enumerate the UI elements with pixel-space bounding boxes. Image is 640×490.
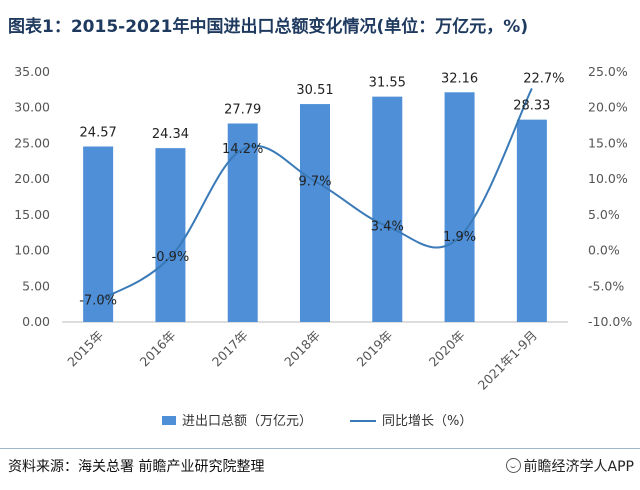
y-right-tick-label: -10.0%	[588, 314, 632, 329]
x-tick-label: 2016年	[137, 328, 179, 370]
x-tick-label: 2017年	[209, 328, 251, 370]
y-left-tick-label: 25.00	[14, 135, 50, 150]
legend: 进出口总额（万亿元） 同比增长（%）	[162, 414, 472, 429]
x-tick-label: 2021年1-9月	[475, 328, 540, 393]
bar-value-label: 27.79	[224, 103, 261, 118]
y-right-tick-label: 5.0%	[588, 207, 620, 222]
bar	[444, 92, 475, 323]
bar-value-label: 24.57	[80, 126, 117, 141]
source-note: 资料来源：海关总署 前瞻产业研究院整理	[8, 459, 265, 475]
legend-label-line: 同比增长（%）	[382, 414, 472, 429]
line-value-label: 22.7%	[523, 71, 564, 86]
y-right-tick-label: 0.0%	[588, 243, 620, 258]
line-value-label: 1.9%	[443, 230, 476, 245]
y-left-tick-label: 30.00	[14, 100, 50, 115]
bar	[300, 104, 330, 322]
data-labels: 24.57 24.34 27.79 30.51 31.55 32.16 28.33 -7.0%…	[79, 71, 564, 308]
line-series	[97, 87, 533, 302]
bar	[516, 119, 547, 323]
legend-label-bar: 进出口总额（万亿元）	[182, 414, 312, 429]
y-left-tick-label: 10.00	[14, 243, 50, 258]
y-left-tick-label: 20.00	[14, 171, 50, 186]
bar-series	[83, 92, 547, 323]
y-left-tick-label: 5.00	[22, 278, 50, 293]
y-right-tick-label: -5.0%	[588, 278, 624, 293]
x-tick-label: 2019年	[353, 328, 395, 370]
brand-text: 前瞻经济学人APP	[523, 459, 634, 475]
y-right-tick-label: 15.0%	[588, 135, 628, 150]
line-value-label: 3.4%	[371, 219, 404, 234]
y-left-tick-label: 15.00	[14, 207, 50, 222]
y-left-tick-label: 35.00	[14, 64, 50, 79]
y-right-tick-label: 25.0%	[588, 64, 628, 79]
x-tick-label: 2020年	[426, 328, 468, 370]
bar-value-label: 30.51	[296, 83, 333, 98]
y-right-tick-label: 20.0%	[588, 100, 628, 115]
bar-value-label: 31.55	[369, 76, 406, 91]
legend-swatch-bar	[162, 416, 176, 425]
bar	[372, 96, 403, 323]
bar-value-label: 32.16	[441, 71, 478, 86]
x-tick-label: 2015年	[64, 328, 106, 370]
y-left-tick-label: 0.00	[22, 314, 50, 329]
brand-logo-icon	[505, 458, 521, 473]
bar	[155, 148, 186, 322]
line-value-label: -0.9%	[152, 250, 190, 265]
chart: 0.00 5.00 10.00 15.00 20.00 25.00 30.00 35.00 -1…	[14, 64, 632, 429]
line-value-label: 9.7%	[298, 174, 331, 189]
brand-label: 前瞻经济学人APP	[505, 456, 634, 476]
y-right-tick-label: 10.0%	[588, 171, 628, 186]
bar	[83, 146, 114, 322]
line-value-label: 14.2%	[222, 142, 263, 157]
footer-divider	[0, 448, 640, 449]
bar-value-label: 28.33	[513, 99, 550, 114]
line-value-label: -7.0%	[79, 294, 117, 309]
x-tick-label: 2018年	[281, 328, 323, 370]
bar-value-label: 24.34	[152, 127, 189, 142]
chart-title: 图表1：2015-2021年中国进出口总额变化情况(单位：万亿元，%)	[8, 17, 529, 37]
